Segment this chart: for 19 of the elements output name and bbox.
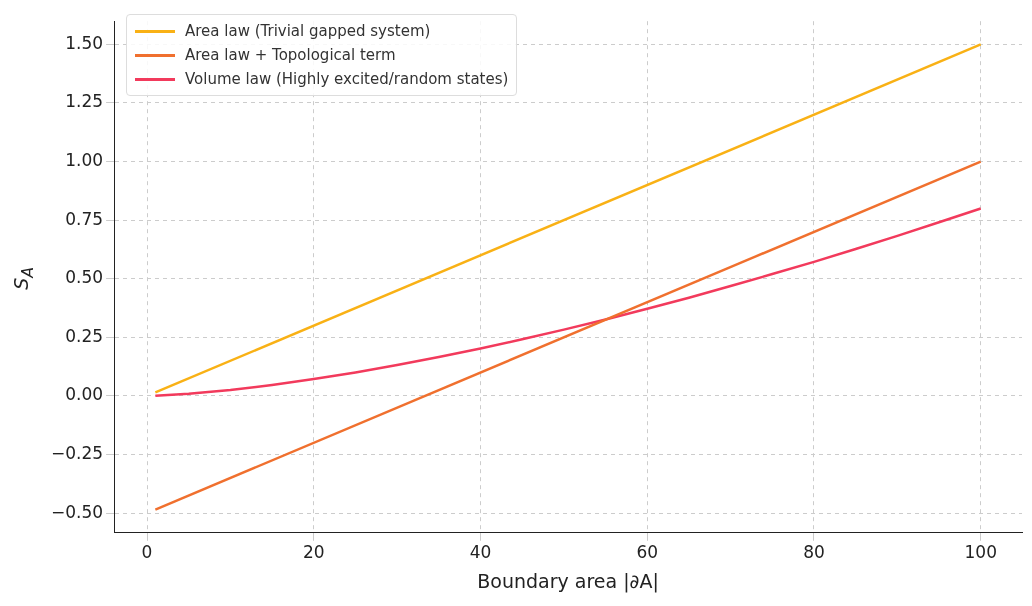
y-tick-label: −0.50 [50,501,104,522]
x-tick-label: 0 [141,542,153,563]
y-tick-label: 0.75 [65,208,104,229]
y-tick-label: 1.50 [65,32,104,53]
legend-label: Area law (Trivial gapped system) [185,22,431,40]
legend-label: Volume law (Highly excited/random states) [185,70,509,88]
y-tick-label: 0.00 [65,384,104,405]
x-tick-label: 80 [803,542,825,563]
y-tick-label: 1.25 [65,91,104,112]
x-tick-label: 60 [636,542,659,563]
y-tick-label: 0.25 [65,325,104,346]
y-tick-label: −0.25 [50,442,104,463]
x-tick-label: 100 [964,542,997,563]
x-axis-title: Boundary area |∂A| [477,569,659,593]
x-tick-label: 20 [302,542,325,563]
y-tick-label: 0.50 [65,267,104,288]
legend-label: Area law + Topological term [185,46,396,64]
y-tick-label: 1.00 [65,150,104,170]
x-tick-label: 40 [469,542,492,563]
